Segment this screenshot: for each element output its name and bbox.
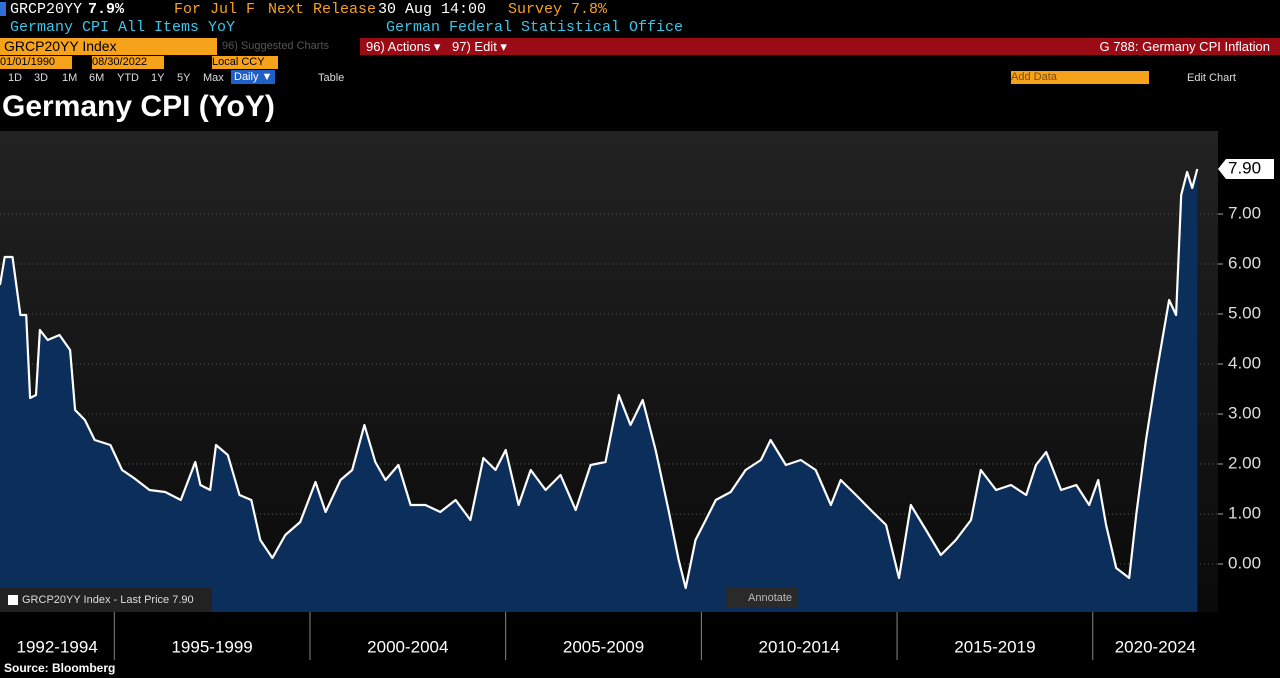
end-date[interactable]: 08/30/2022: [92, 56, 164, 69]
x-period-label: 1995-1999: [171, 637, 252, 656]
edit[interactable]: 97) Edit ▾: [452, 39, 507, 54]
y-tick-label: 6.00: [1228, 253, 1261, 272]
period: For Jul F: [174, 1, 256, 18]
x-period-label: 2020-2024: [1115, 637, 1196, 656]
y-tick-label: 3.00: [1228, 403, 1261, 422]
x-period-label: 1992-1994: [16, 637, 97, 656]
range[interactable]: 1M: [62, 72, 78, 84]
range[interactable]: 3D: [34, 72, 49, 84]
index[interactable]: GRCP20YY Index: [4, 38, 117, 54]
x-period-label: 2010-2014: [759, 637, 840, 656]
y-tick-label: 4.00: [1228, 353, 1261, 372]
source: Source: Bloomberg: [4, 661, 115, 675]
suggested[interactable]: 96) Suggested Charts: [222, 40, 330, 52]
index-box[interactable]: [0, 38, 217, 55]
red-bar: [360, 38, 1280, 55]
legend-label: GRCP20YY Index - Last Price 7.90: [22, 594, 194, 606]
table[interactable]: Table: [318, 72, 345, 84]
range[interactable]: 1Y: [151, 72, 165, 84]
frequency[interactable]: Daily ▼: [231, 70, 276, 84]
edit-chart[interactable]: Edit Chart: [1187, 72, 1236, 84]
ticker: GRCP20YY: [10, 1, 83, 18]
y-tick-label: 1.00: [1228, 503, 1261, 522]
range[interactable]: 5Y: [177, 72, 191, 84]
y-tick-label: 0.00: [1228, 553, 1261, 572]
y-tick-label: 7.00: [1228, 203, 1261, 222]
area: [0, 169, 1198, 612]
x-period-label: 2000-2004: [367, 637, 448, 656]
last-price-label: 7.90: [1228, 158, 1261, 177]
x-period-label: 2015-2019: [954, 637, 1035, 656]
legend-box: [0, 588, 212, 612]
add-data[interactable]: Add Data: [1011, 71, 1149, 84]
source-org: German Federal Statistical Office: [386, 19, 684, 36]
annotate-button[interactable]: [725, 588, 797, 608]
page-name: G 788: Germany CPI Inflation: [1099, 39, 1270, 54]
start-date[interactable]: 01/01/1990: [0, 56, 72, 69]
chart-title: Germany CPI (YoY): [2, 90, 275, 123]
actions[interactable]: 96) Actions ▾: [366, 39, 441, 54]
last-price-tag: [1218, 159, 1274, 179]
survey: Survey 7.8%: [508, 1, 608, 18]
range[interactable]: 6M: [89, 72, 105, 84]
y-tick-label: 5.00: [1228, 303, 1261, 322]
line: [0, 168, 1199, 590]
y-tick-label: 2.00: [1228, 453, 1261, 472]
next-release: Next Release: [268, 1, 377, 18]
last: 7.9%: [88, 1, 125, 18]
currency[interactable]: Local CCY: [212, 56, 278, 69]
x-period-label: 2005-2009: [563, 637, 644, 656]
range[interactable]: 1D: [8, 72, 23, 84]
description: Germany CPI All Items YoY: [10, 19, 236, 36]
release-time: 30 Aug 14:00: [378, 1, 487, 18]
flag: [0, 2, 6, 16]
range[interactable]: Max: [203, 72, 224, 84]
annotate-label[interactable]: Annotate: [748, 592, 792, 604]
legend-swatch: [8, 595, 18, 605]
range[interactable]: YTD: [117, 72, 139, 84]
